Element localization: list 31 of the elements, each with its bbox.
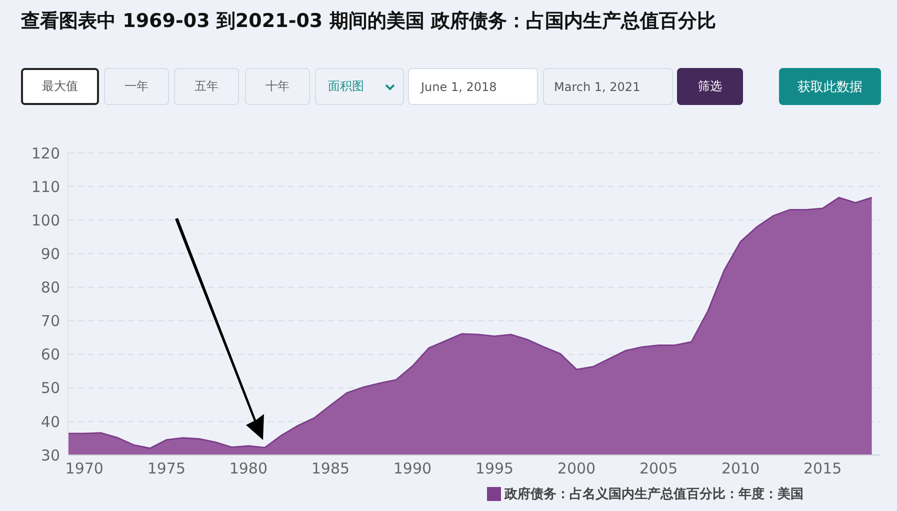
y-tick-label: 70 — [40, 312, 60, 330]
y-tick-label: 100 — [31, 211, 60, 230]
y-tick-label: 50 — [40, 379, 60, 398]
x-tick-label: 2005 — [639, 460, 678, 478]
text: 五年 — [194, 78, 218, 95]
x-tick-label: 2000 — [557, 460, 596, 478]
y-tick-label: 110 — [31, 178, 60, 196]
y-tick-label: 60 — [40, 346, 60, 364]
x-tick-label: 1980 — [229, 460, 268, 478]
x-tick-label: 2015 — [803, 460, 842, 478]
chart-title: 查看图表中 1969-03 到2021-03 期间的美国 政府债务：占国内生产总值百分比 — [21, 9, 716, 34]
legend-label: 政府债务：占名义国内生产总值百分比：年度：美国 — [504, 487, 804, 502]
y-tick-label: 40 — [40, 412, 60, 431]
text: 获取此数据 — [798, 78, 862, 96]
x-tick-label: 1975 — [147, 460, 186, 478]
x-tick-label: 1995 — [475, 460, 514, 478]
y-tick-label: 90 — [40, 244, 60, 263]
x-tick-label: 1970 — [65, 460, 104, 478]
text: 筛选 — [698, 78, 722, 95]
text: 一年 — [124, 78, 148, 95]
text: June 1, 2018 — [421, 80, 497, 94]
y-tick-label: 80 — [40, 278, 60, 297]
x-tick-label: 1990 — [393, 460, 432, 478]
text: 面积图 — [328, 78, 364, 95]
x-tick-label: 2010 — [721, 460, 760, 478]
text: March 1, 2021 — [554, 80, 640, 94]
text: 十年 — [266, 78, 290, 95]
y-tick-label: 120 — [31, 144, 60, 162]
text: 最大值 — [42, 78, 78, 95]
x-tick-label: 1985 — [311, 460, 350, 478]
y-tick-label: 30 — [40, 446, 60, 464]
